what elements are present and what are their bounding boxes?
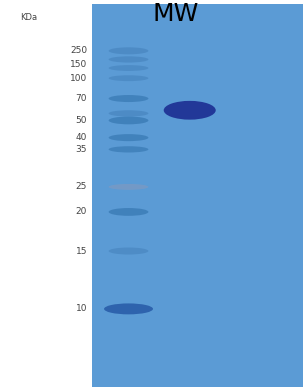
Ellipse shape xyxy=(109,117,148,124)
Text: 150: 150 xyxy=(70,59,87,69)
Text: 20: 20 xyxy=(76,207,87,217)
Text: 40: 40 xyxy=(76,133,87,142)
Text: 100: 100 xyxy=(70,74,87,83)
Ellipse shape xyxy=(109,65,148,71)
Ellipse shape xyxy=(109,134,148,141)
Text: 250: 250 xyxy=(70,46,87,56)
Ellipse shape xyxy=(109,56,148,63)
Ellipse shape xyxy=(104,303,153,314)
Ellipse shape xyxy=(109,95,148,102)
Ellipse shape xyxy=(109,110,148,117)
Ellipse shape xyxy=(109,208,148,216)
Ellipse shape xyxy=(109,75,148,81)
Text: 50: 50 xyxy=(76,116,87,125)
Text: 70: 70 xyxy=(76,94,87,103)
Text: 25: 25 xyxy=(76,182,87,192)
Text: MW: MW xyxy=(153,2,199,26)
Ellipse shape xyxy=(109,146,148,152)
Ellipse shape xyxy=(109,248,148,255)
Ellipse shape xyxy=(164,101,216,120)
Text: 35: 35 xyxy=(76,145,87,154)
Text: KDa: KDa xyxy=(20,13,37,22)
Text: 10: 10 xyxy=(76,304,87,314)
FancyBboxPatch shape xyxy=(92,4,303,387)
Text: 15: 15 xyxy=(76,246,87,256)
Ellipse shape xyxy=(109,184,148,190)
Ellipse shape xyxy=(109,47,148,54)
